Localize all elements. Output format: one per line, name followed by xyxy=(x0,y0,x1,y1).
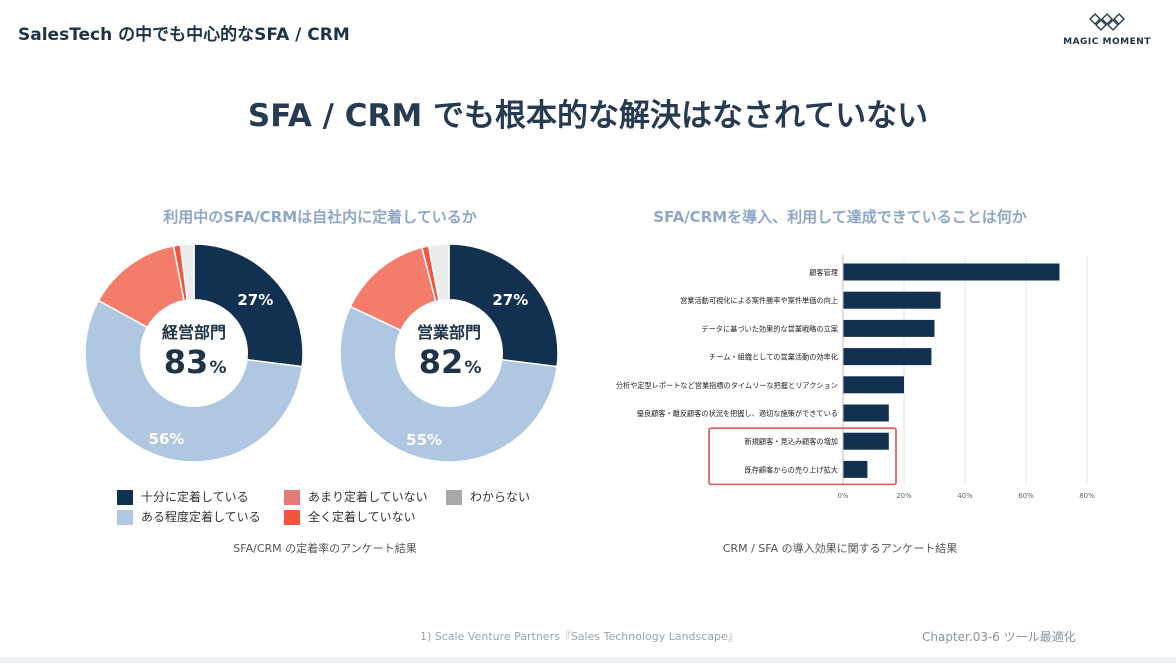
legend-item: ある程度定着している xyxy=(117,508,261,525)
donut-hole xyxy=(395,299,503,407)
bar xyxy=(843,263,1060,281)
legend-item: わからない xyxy=(446,488,530,505)
bottom-divider xyxy=(0,657,1176,663)
bar xyxy=(843,376,904,394)
company-logo: MAGIC MOMENT xyxy=(1062,12,1152,48)
logo-text: MAGIC MOMENT xyxy=(1063,37,1151,47)
pie-slice-label: 56% xyxy=(148,430,184,448)
left-chart-title: 利用中のSFA/CRMは自社内に定着しているか xyxy=(163,208,477,226)
bar-category-label: 顧客管理 xyxy=(809,268,838,277)
right-chart-title: SFA/CRMを導入、利用して達成できていることは何か xyxy=(653,208,1027,226)
bar xyxy=(843,291,941,309)
bar xyxy=(843,319,935,337)
legend-item: 全く定着していない xyxy=(284,508,416,525)
legend-item: 十分に定着している xyxy=(117,488,249,505)
legend-label: ある程度定着している xyxy=(141,510,261,524)
legend-label: あまり定着していない xyxy=(308,490,428,504)
bar-category-label: 新規顧客・見込み顧客の増加 xyxy=(745,437,838,446)
bar-tick-label: 80% xyxy=(1079,492,1095,500)
header-title: SalesTech の中でも中心的なSFA / CRM xyxy=(18,25,350,45)
bar xyxy=(843,460,868,478)
bar xyxy=(843,404,889,422)
legend-swatch xyxy=(117,490,133,505)
left-caption: SFA/CRM の定着率のアンケート結果 xyxy=(233,542,417,555)
donut-hole xyxy=(140,299,248,407)
bar-category-label: 優良顧客・離反顧客の状況を把握し、適切な施策ができている xyxy=(637,409,838,418)
donut-center-value: 83 xyxy=(164,343,209,381)
bar-tick-label: 20% xyxy=(896,492,912,500)
legend-item: あまり定着していない xyxy=(284,488,428,505)
legend-swatch xyxy=(446,490,462,505)
donut-center-unit: % xyxy=(464,358,481,378)
legend-label: わからない xyxy=(470,490,531,504)
bar-category-label: 営業活動可視化による案件勝率や案件単価の向上 xyxy=(680,296,838,305)
pie-slice-label: 55% xyxy=(406,431,442,449)
bar-category-label: 既存顧客からの売り上げ拡大 xyxy=(745,465,838,474)
main-title: SFA / CRM でも根本的な解決はなされていない xyxy=(247,98,929,134)
bar-tick-label: 60% xyxy=(1018,492,1034,500)
bar xyxy=(843,432,889,450)
pie-slice-label: 27% xyxy=(237,291,273,309)
donut-center-title: 経営部門 xyxy=(162,323,226,342)
donut-center-title: 営業部門 xyxy=(417,323,481,342)
highlight-box xyxy=(708,427,897,486)
legend-label: 十分に定着している xyxy=(141,490,249,504)
footnote: 1) Scale Venture Partners『Sales Technolo… xyxy=(420,630,739,643)
donut-center-unit: % xyxy=(209,358,226,378)
bar-category-label: チーム・組織としての営業活動の効率化 xyxy=(709,353,838,362)
bar-tick-label: 0% xyxy=(837,492,848,500)
logo-diamond-icon xyxy=(1089,13,1125,31)
pie-slice-label: 27% xyxy=(492,291,528,309)
bar-category-label: 分析や定型レポートなど営業指標のタイムリーな把握とリアクション xyxy=(616,381,838,390)
donut-center-value: 82 xyxy=(419,343,464,381)
legend-swatch xyxy=(284,510,300,525)
bar xyxy=(843,348,932,366)
bar-category-label: データに基づいた効果的な営業戦略の立案 xyxy=(701,324,838,333)
legend-label: 全く定着していない xyxy=(308,510,416,524)
chapter-label: Chapter.03-6 ツール最適化 xyxy=(922,630,1076,644)
legend-swatch xyxy=(117,510,133,525)
right-caption: CRM / SFA の導入効果に関するアンケート結果 xyxy=(722,542,958,555)
bar-tick-label: 40% xyxy=(957,492,973,500)
legend-swatch xyxy=(284,490,300,505)
